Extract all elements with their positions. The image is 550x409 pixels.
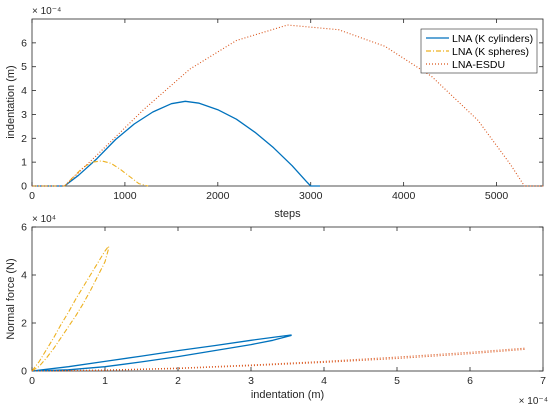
- y-tick-label: 6: [21, 222, 27, 234]
- series-line-lna-k-cylinders: [31, 334, 292, 372]
- bottom-y-axis-label: Normal force (N): [5, 258, 17, 339]
- top-y-ticks: 0 1 2 3 4 5 6: [21, 37, 543, 193]
- y-tick-label: 2: [21, 133, 27, 145]
- legend: LNA (K cylinders) LNA (K spheres) LNA-ES…: [420, 28, 538, 74]
- x-tick-label: 5000: [485, 190, 509, 202]
- x-tick-label: 0: [29, 190, 35, 202]
- bottom-plot-area: [31, 226, 544, 372]
- x-tick-label: 3: [248, 375, 254, 387]
- x-tick-label: 3000: [299, 190, 323, 202]
- series-line-lna-k-spheres: [31, 245, 110, 372]
- x-tick-label: 4000: [392, 190, 416, 202]
- y-tick-label: 3: [21, 109, 27, 121]
- bottom-y-exponent: × 10⁴: [32, 214, 56, 225]
- x-tick-label: 4: [321, 375, 327, 387]
- top-y-axis-label: indentation (m): [5, 65, 17, 138]
- bottom-x-ticks: 0 1 2 3 4 5 6 7: [29, 227, 546, 387]
- legend-entry-cylinders: LNA (K cylinders): [426, 33, 533, 45]
- bottom-x-axis-label: indentation (m): [251, 389, 324, 401]
- legend-label-esdu: LNA-ESDU: [452, 59, 505, 71]
- y-tick-label: 0: [21, 366, 27, 378]
- y-tick-label: 0: [21, 181, 27, 193]
- bottom-axes: 0 1 2 3 4 5 6 7 0 2 4 6 indentation (m) Normal for…: [5, 214, 548, 407]
- legend-entry-spheres: LNA (K spheres): [426, 46, 529, 58]
- legend-label-cylinders: LNA (K cylinders): [452, 33, 533, 45]
- series-line-lna-k-spheres: [32, 160, 149, 187]
- legend-label-spheres: LNA (K spheres): [452, 46, 529, 58]
- y-tick-label: 2: [21, 318, 27, 330]
- x-tick-label: 1000: [113, 190, 137, 202]
- y-tick-label: 1: [21, 157, 27, 169]
- x-tick-label: 0: [29, 375, 35, 387]
- bottom-x-exponent: × 10⁻⁴: [519, 396, 548, 407]
- y-tick-label: 4: [21, 85, 27, 97]
- top-axes: 0 1000 2000 3000 4000 5000 0 1 2 3 4 5 6 steps inde…: [5, 6, 544, 220]
- y-tick-label: 6: [21, 37, 27, 49]
- bottom-series-lines: [31, 245, 526, 372]
- top-x-ticks: 0 1000 2000 3000 4000 5000: [29, 19, 508, 202]
- top-series-lines: [32, 24, 543, 187]
- legend-entry-esdu: LNA-ESDU: [426, 59, 505, 71]
- top-y-exponent: × 10⁻⁴: [32, 6, 61, 17]
- y-tick-label: 4: [21, 270, 27, 282]
- x-tick-label: 7: [540, 375, 546, 387]
- top-x-axis-label: steps: [274, 208, 301, 220]
- y-tick-label: 5: [21, 61, 27, 73]
- x-tick-label: 6: [467, 375, 473, 387]
- x-tick-label: 5: [394, 375, 400, 387]
- x-tick-label: 2000: [206, 190, 230, 202]
- x-tick-label: 2: [175, 375, 181, 387]
- x-tick-label: 1: [102, 375, 108, 387]
